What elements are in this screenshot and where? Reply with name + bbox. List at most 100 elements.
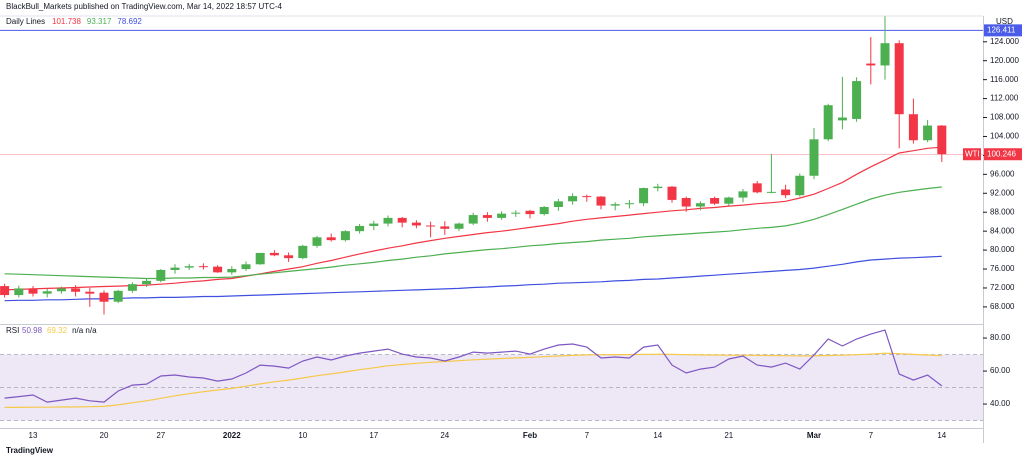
candle-body [156, 269, 166, 281]
candle-body [411, 222, 421, 226]
candle-body [766, 191, 776, 193]
candle-body [340, 231, 350, 241]
candle-body [695, 203, 705, 207]
candle-body [440, 226, 450, 229]
candle-body [468, 215, 478, 224]
y-tick-label: 84.000 [990, 226, 1015, 235]
x-tick-label: 7 [585, 431, 590, 440]
candle-body [14, 288, 24, 296]
candle-body [397, 217, 407, 223]
candle-body [227, 269, 237, 273]
candle-body [710, 198, 720, 204]
candle-body [241, 264, 251, 270]
y-tick-label: 88.000 [990, 207, 1015, 216]
candle-body [880, 43, 890, 66]
candle-body [113, 290, 123, 302]
candle-body [369, 223, 379, 226]
y-tick-label: 72.000 [990, 283, 1015, 292]
candle-body [497, 213, 507, 218]
legend-title: Daily Lines [6, 17, 45, 26]
candle-body [383, 217, 393, 224]
legend-value: 69.32 [47, 326, 68, 335]
candle-body [42, 291, 52, 294]
y-tick-label: 60.00 [990, 366, 1011, 375]
x-tick-label: 17 [369, 431, 378, 440]
x-tick-label: 27 [156, 431, 165, 440]
x-tick-label: 2022 [223, 431, 241, 440]
y-tick-label: 104.000 [990, 132, 1019, 141]
line-series [4, 352, 942, 408]
candle-body [610, 204, 620, 206]
line-series [4, 329, 943, 403]
candle-body [738, 191, 748, 198]
x-tick-label: Mar [807, 431, 821, 440]
legend-value: 50.98 [22, 326, 43, 335]
candle-body [837, 117, 847, 121]
y-tick-label: 120.000 [990, 56, 1019, 65]
price-tag [984, 24, 1022, 37]
y-tick-label: 96.000 [990, 169, 1015, 178]
candle-body [184, 266, 194, 268]
candle-body [582, 196, 592, 198]
candle-body [454, 223, 464, 229]
candle-body [596, 196, 606, 206]
x-tick-label: Feb [523, 431, 537, 440]
y-tick-label: 124.000 [990, 37, 1019, 46]
candle-body [269, 252, 279, 256]
price-tag-label: 100.246 [987, 149, 1016, 158]
x-tick-label: 21 [724, 431, 733, 440]
y-tick-label: 80.00 [990, 333, 1011, 342]
y-tick-label: 112.000 [990, 94, 1019, 103]
candle-body [752, 183, 762, 193]
symbol-tag [963, 148, 981, 161]
legend-note: n/a n/a [72, 326, 97, 335]
candle-body [426, 225, 436, 227]
candle-body [653, 186, 663, 189]
price-tag [984, 148, 1022, 161]
candle-body [511, 212, 521, 214]
candle-body [639, 188, 649, 204]
candle-body [0, 286, 10, 296]
candle-body [127, 284, 137, 291]
candle-body [198, 266, 208, 268]
header-text: BlackBull_Markets published on TradingVi… [6, 2, 283, 11]
candle-body [866, 63, 876, 66]
candle-body [795, 175, 805, 196]
candle-body [85, 291, 95, 294]
price-unit: USD [996, 17, 1013, 26]
candle-body [908, 114, 918, 141]
x-tick-label: 7 [869, 431, 874, 440]
candle-body [213, 266, 223, 273]
candle-body [298, 245, 308, 259]
candle-body [852, 81, 862, 119]
candle-body [553, 201, 563, 208]
candle-body [681, 198, 691, 207]
candle-body [71, 288, 81, 292]
y-tick-label: 40.00 [990, 399, 1011, 408]
line-series [4, 255, 942, 302]
price-tag-label: 126.411 [987, 25, 1016, 34]
x-tick-label: 24 [440, 431, 449, 440]
candle-body [56, 288, 66, 292]
x-tick-label: 14 [653, 431, 662, 440]
legend-value: 78.692 [117, 17, 142, 26]
y-tick-label: 116.000 [990, 75, 1019, 84]
y-tick-label: 80.000 [990, 245, 1015, 254]
candle-body [142, 280, 152, 285]
line-series [4, 146, 942, 291]
x-tick-label: 13 [29, 431, 38, 440]
y-tick-label: 92.000 [990, 188, 1015, 197]
legend-value: 101.738 [52, 17, 81, 26]
candle-body [539, 207, 549, 215]
candle-body [809, 139, 819, 176]
candle-body [312, 237, 322, 246]
x-tick-label: 20 [100, 431, 109, 440]
y-tick-label: 76.000 [990, 264, 1015, 273]
candle-body [525, 210, 535, 215]
candle-body [28, 288, 38, 294]
candle-body [482, 215, 492, 218]
y-tick-label: 108.000 [990, 113, 1019, 122]
symbol-tag-label: WTI [965, 149, 980, 158]
legend-value: 93.317 [87, 17, 112, 26]
